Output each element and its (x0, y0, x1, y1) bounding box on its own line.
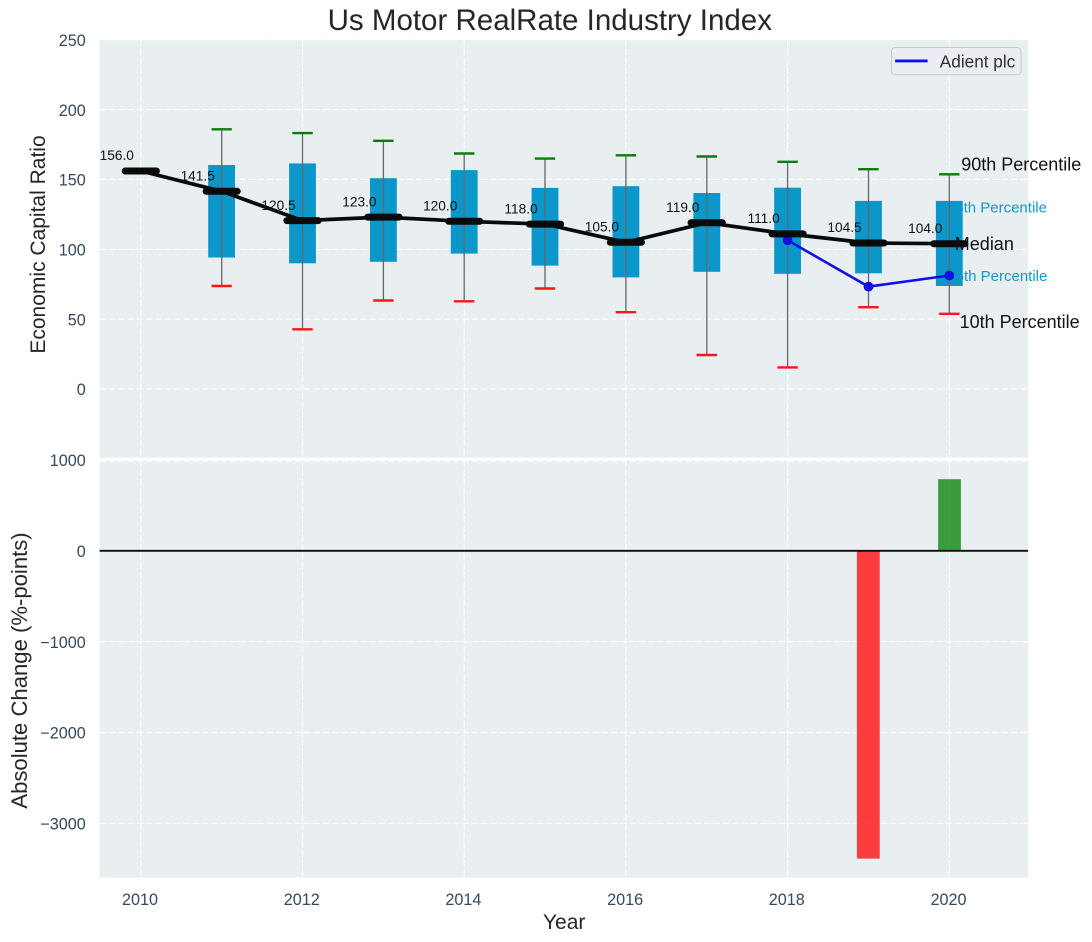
svg-text:2010: 2010 (122, 891, 158, 909)
svg-text:250: 250 (59, 32, 86, 50)
svg-text:−2000: −2000 (40, 725, 85, 743)
svg-text:Year: Year (543, 911, 585, 934)
svg-text:120.0: 120.0 (423, 199, 458, 214)
svg-text:Absolute Change (%-points): Absolute Change (%-points) (7, 532, 32, 808)
svg-text:50: 50 (68, 311, 86, 329)
svg-text:123.0: 123.0 (342, 194, 377, 209)
svg-text:118.0: 118.0 (504, 201, 538, 216)
svg-text:25th Percentile: 25th Percentile (947, 268, 1047, 285)
svg-text:141.5: 141.5 (181, 169, 216, 184)
svg-text:10th Percentile: 10th Percentile (960, 312, 1080, 332)
svg-text:Economic Capital Ratio: Economic Capital Ratio (27, 135, 50, 353)
svg-text:75th Percentile: 75th Percentile (947, 199, 1047, 216)
svg-text:−1000: −1000 (40, 634, 85, 652)
svg-text:2020: 2020 (930, 891, 966, 909)
svg-text:2018: 2018 (769, 891, 805, 909)
svg-text:119.0: 119.0 (666, 200, 700, 215)
svg-text:104.0: 104.0 (908, 221, 943, 236)
svg-text:150: 150 (59, 172, 86, 190)
svg-text:111.0: 111.0 (747, 211, 780, 226)
svg-text:120.5: 120.5 (261, 198, 296, 213)
svg-text:0: 0 (77, 381, 86, 399)
svg-text:156.0: 156.0 (100, 148, 135, 163)
svg-text:2012: 2012 (284, 891, 320, 909)
svg-text:105.0: 105.0 (585, 220, 620, 235)
svg-text:Median: Median (955, 234, 1014, 254)
svg-text:−3000: −3000 (40, 816, 85, 834)
svg-text:0: 0 (77, 543, 86, 561)
svg-text:100: 100 (59, 242, 86, 260)
svg-text:2014: 2014 (445, 891, 481, 909)
svg-text:Us Motor RealRate Industry Ind: Us Motor RealRate Industry Index (328, 4, 773, 37)
svg-text:2016: 2016 (607, 891, 643, 909)
svg-text:90th Percentile: 90th Percentile (961, 154, 1081, 174)
svg-text:104.5: 104.5 (827, 220, 862, 235)
svg-text:Adient plc: Adient plc (940, 51, 1016, 71)
svg-text:200: 200 (59, 102, 86, 120)
svg-text:1000: 1000 (50, 452, 86, 470)
